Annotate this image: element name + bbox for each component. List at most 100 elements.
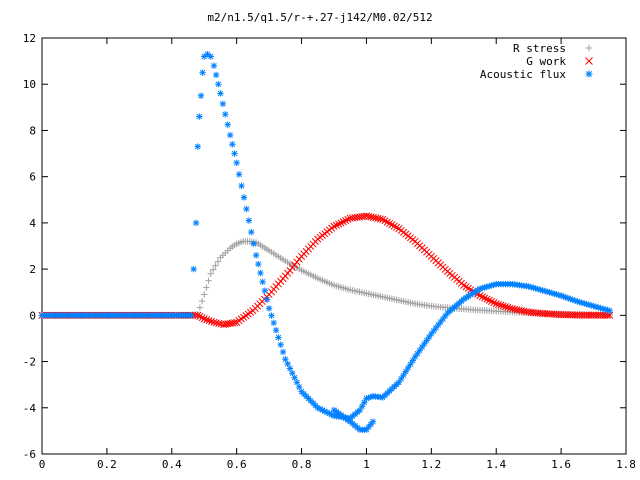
series-layer bbox=[38, 50, 614, 433]
data-point bbox=[201, 53, 208, 60]
data-point bbox=[286, 365, 294, 372]
y-tick-label: -4 bbox=[23, 402, 37, 415]
data-point bbox=[499, 302, 507, 310]
data-point bbox=[212, 262, 219, 269]
data-point bbox=[560, 293, 567, 300]
data-point bbox=[494, 300, 503, 309]
data-point bbox=[219, 100, 227, 108]
data-point bbox=[228, 319, 236, 327]
data-point bbox=[481, 294, 489, 302]
x-tick-label: 1.8 bbox=[616, 458, 636, 471]
data-point bbox=[207, 317, 216, 325]
data-point bbox=[279, 348, 287, 356]
x-tick-label: 0.8 bbox=[292, 458, 312, 471]
data-point bbox=[210, 62, 218, 69]
data-point bbox=[205, 316, 213, 325]
data-point bbox=[220, 321, 228, 329]
data-point bbox=[293, 379, 301, 386]
data-point bbox=[478, 293, 486, 301]
data-point bbox=[197, 92, 205, 99]
data-point bbox=[277, 341, 284, 348]
x-tick-label: 1.6 bbox=[551, 458, 571, 471]
legend-label: R stress bbox=[513, 42, 566, 55]
x-tick-label: 0.2 bbox=[97, 458, 117, 471]
x-tick-label: 1 bbox=[363, 458, 370, 471]
data-point bbox=[196, 304, 204, 311]
y-tick-label: 2 bbox=[29, 263, 36, 276]
x-tick-label: 1.2 bbox=[421, 458, 441, 471]
data-point bbox=[407, 360, 414, 368]
axis-ticks: 0 0.2 0.4 0.6 0.8 1 1.2 1.4 1.6 1.8 -6 -4 -2 0 2 4 6 8 10 1… bbox=[23, 32, 636, 471]
data-point bbox=[272, 326, 280, 334]
y-tick-label: -2 bbox=[23, 356, 36, 369]
data-point bbox=[259, 278, 266, 286]
data-point bbox=[261, 287, 268, 294]
legend-marker bbox=[585, 57, 593, 65]
legend-label: Acoustic flux bbox=[480, 68, 566, 81]
data-point bbox=[330, 222, 338, 230]
data-point bbox=[395, 379, 403, 386]
plot-frame bbox=[41, 37, 627, 455]
legend-marker bbox=[585, 70, 593, 78]
data-point bbox=[332, 221, 340, 229]
data-point bbox=[369, 418, 377, 425]
data-point bbox=[506, 304, 514, 312]
data-point bbox=[248, 228, 255, 236]
data-point bbox=[230, 319, 239, 327]
data-point bbox=[282, 356, 289, 363]
data-point bbox=[188, 312, 195, 319]
data-point bbox=[207, 270, 214, 277]
data-point bbox=[250, 240, 257, 247]
data-point bbox=[217, 90, 224, 97]
data-point bbox=[485, 296, 493, 304]
data-point bbox=[222, 111, 229, 118]
data-point bbox=[263, 296, 271, 303]
data-point bbox=[606, 307, 613, 314]
data-point bbox=[190, 265, 197, 273]
data-point bbox=[194, 143, 201, 150]
data-point bbox=[409, 357, 416, 364]
series-extra-3 bbox=[330, 406, 377, 433]
data-point bbox=[238, 182, 245, 190]
data-point bbox=[214, 258, 222, 265]
data-point bbox=[344, 215, 352, 223]
data-point bbox=[492, 300, 500, 308]
data-point bbox=[224, 320, 232, 328]
data-point bbox=[226, 319, 234, 327]
data-point bbox=[201, 291, 208, 298]
data-point bbox=[488, 297, 496, 306]
data-point bbox=[504, 303, 512, 311]
data-point bbox=[296, 383, 303, 391]
series-g-work bbox=[38, 212, 614, 329]
data-point bbox=[215, 81, 222, 88]
x-tick-label: 0.4 bbox=[162, 458, 182, 471]
data-point bbox=[209, 266, 217, 273]
data-point bbox=[404, 364, 412, 372]
data-point bbox=[265, 305, 273, 312]
data-point bbox=[291, 374, 298, 381]
data-point bbox=[270, 319, 277, 327]
data-point bbox=[342, 217, 350, 225]
data-point bbox=[411, 353, 419, 361]
data-point bbox=[207, 53, 214, 60]
data-point bbox=[196, 113, 203, 120]
data-point bbox=[243, 205, 250, 213]
data-point bbox=[199, 69, 206, 76]
series-r-stress bbox=[38, 238, 613, 319]
y-tick-label: 4 bbox=[29, 217, 36, 230]
y-tick-label: 10 bbox=[23, 78, 36, 91]
x-tick-label: 0.6 bbox=[227, 458, 247, 471]
data-point bbox=[490, 299, 498, 307]
data-point bbox=[222, 320, 230, 328]
data-point bbox=[226, 131, 234, 139]
data-point bbox=[198, 314, 206, 322]
x-tick-label: 1.4 bbox=[486, 458, 506, 471]
data-point bbox=[224, 121, 231, 128]
data-point bbox=[376, 215, 384, 223]
y-tick-label: 12 bbox=[23, 32, 36, 45]
data-point bbox=[497, 301, 505, 309]
data-point bbox=[200, 315, 208, 323]
data-point bbox=[416, 347, 423, 354]
